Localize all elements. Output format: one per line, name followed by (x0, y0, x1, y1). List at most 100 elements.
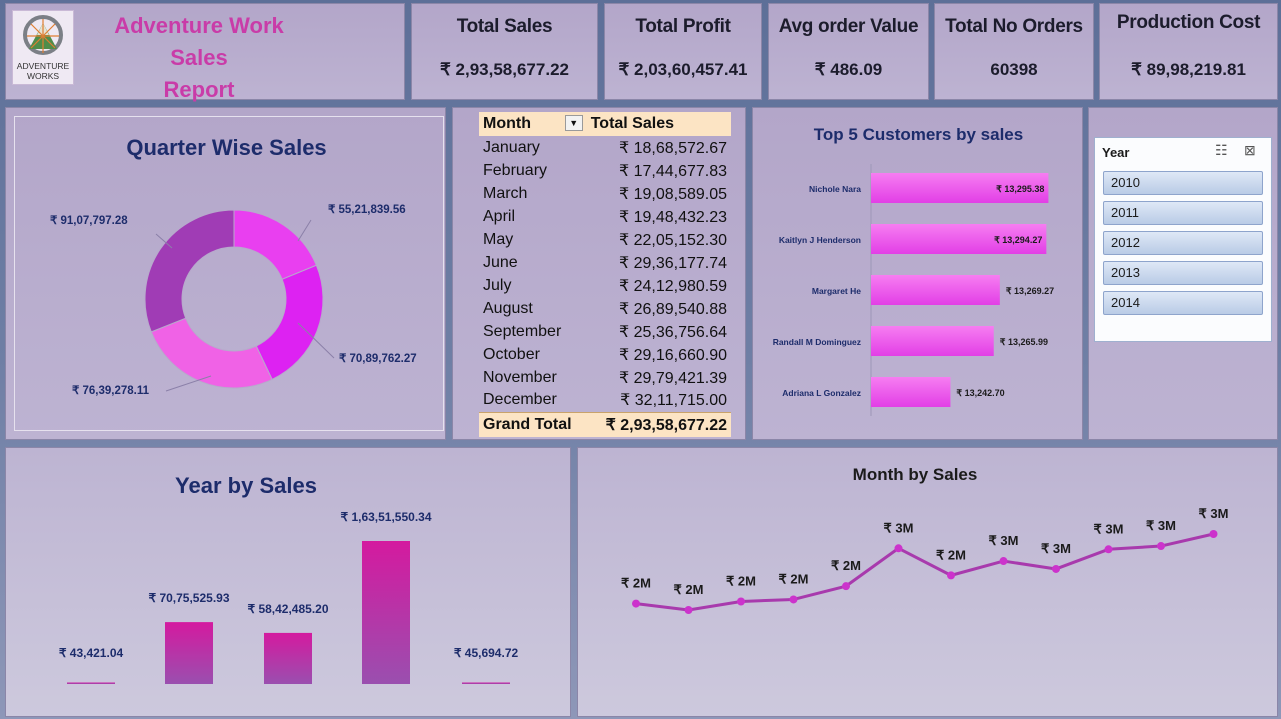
month-point-february[interactable] (684, 606, 693, 614)
pivot-month-cell: September (483, 322, 562, 340)
pivot-month-cell: February (483, 161, 548, 179)
pivot-month-cell: May (483, 230, 514, 248)
pivot-sales-cell: ₹ 24,12,980.59 (618, 277, 727, 295)
slicer-item-2012[interactable]: 2012 (1103, 231, 1263, 255)
year-bar-label: ₹ 45,694.72 (454, 646, 519, 660)
customer-value-label: ₹ 13,295.38 (996, 184, 1044, 194)
donut-slice-q1[interactable] (233, 209, 318, 280)
pivot-row: June ₹ 29,36,177.74 (479, 251, 731, 274)
month-sales-chart: ₹ 2M ₹ 2M ₹ 2M ₹ 2M ₹ 2M ₹ 3M ₹ 2M ₹ 3M ₹ 3M ₹ 3M… (621, 506, 1229, 614)
report-title: Adventure Work Sales Report (84, 10, 314, 106)
pivot-row: August ₹ 26,89,540.88 (479, 297, 731, 320)
kpi-title: Production Cost (1116, 12, 1261, 33)
report-title-line2: Report (163, 77, 235, 102)
month-point-september[interactable] (1052, 564, 1060, 573)
month-point-october[interactable] (1104, 545, 1113, 554)
donut-data-label: ₹ 91,07,797.28 (50, 215, 128, 227)
slicer-item-2010[interactable]: 2010 (1103, 171, 1263, 195)
month-point-july[interactable] (947, 571, 955, 580)
customer-bar[interactable] (871, 275, 1000, 305)
dropdown-filter-icon[interactable]: ▼ (564, 115, 583, 131)
kpi-total-orders: Total No Orders 60398 (934, 3, 1094, 100)
pivot-month-cell: March (483, 184, 528, 202)
month-point-label: ₹ 2M (621, 576, 651, 591)
logo-text-line1: ADVENTURE (17, 61, 70, 71)
pivot-row: January ₹ 18,68,572.67 (479, 136, 731, 159)
year-bar-2010[interactable] (67, 682, 115, 685)
month-pivot-table: Month ▼ Total Sales January ₹ 18,68,572.6… (479, 112, 731, 437)
pivot-sales-cell: ₹ 29,36,177.74 (618, 254, 727, 272)
pivot-month-cell: October (483, 345, 540, 363)
pivot-header-sales: Total Sales (590, 115, 674, 132)
month-point-label: ₹ 2M (936, 547, 966, 562)
year-bar-2013[interactable] (362, 541, 410, 684)
pivot-row: March ₹ 19,08,589.05 (479, 182, 731, 205)
customer-value-label: ₹ 13,269.27 (1006, 286, 1054, 296)
pivot-header-row: Month ▼ Total Sales (479, 112, 731, 136)
month-point-label: ₹ 3M (1199, 506, 1229, 521)
year-sales-chart: ₹ 43,421.04 ₹ 70,75,525.93 ₹ 58,42,485.20 ₹… (59, 510, 519, 685)
donut-slice-q3[interactable] (150, 317, 273, 389)
customer-bar[interactable] (871, 173, 1049, 203)
slicer-item-2011[interactable]: 2011 (1103, 201, 1263, 225)
year-sales-title: Year by Sales (175, 473, 317, 498)
month-point-november[interactable] (1157, 542, 1165, 551)
month-point-april[interactable] (789, 595, 798, 604)
month-pivot-panel: Month ▼ Total Sales January ₹ 18,68,572.6… (452, 107, 746, 440)
donut-leader-line (155, 233, 173, 249)
customer-bar[interactable] (871, 377, 951, 407)
multi-select-icon[interactable]: ☷ (1215, 142, 1228, 158)
kpi-value: 60398 (990, 60, 1038, 79)
customer-name-label: Kaitlyn J Henderson (779, 235, 861, 245)
pivot-row: November ₹ 29,79,421.39 (479, 366, 731, 389)
pivot-sales-cell: ₹ 32,11,715.00 (620, 392, 727, 410)
pivot-sales-cell: ₹ 26,89,540.88 (618, 300, 727, 318)
donut-slice-q4[interactable] (144, 209, 235, 333)
pivot-month-cell: July (483, 276, 512, 294)
pivot-row: July ₹ 24,12,980.59 (479, 274, 731, 297)
slicer-item-2014[interactable]: 2014 (1103, 291, 1263, 315)
month-point-may[interactable] (842, 582, 850, 591)
year-bar-2014[interactable] (462, 682, 510, 685)
clear-filter-icon[interactable]: ⊠ (1244, 142, 1256, 158)
kpi-title: Total Sales (456, 16, 553, 37)
customer-value-label: ₹ 13,265.99 (1000, 337, 1048, 347)
donut-leader-line (297, 219, 312, 242)
header-panel: ADVENTURE WORKS Adventure Work Sales Rep… (5, 3, 405, 102)
month-point-label: ₹ 2M (674, 582, 704, 597)
customer-bar[interactable] (871, 224, 1047, 254)
kpi-value: ₹ 486.09 (814, 60, 883, 79)
month-point-june[interactable] (894, 544, 903, 553)
pivot-month-cell: December (483, 391, 557, 409)
customer-bar[interactable] (871, 326, 994, 356)
year-bar-2011[interactable] (165, 622, 213, 684)
pivot-month-cell: November (483, 368, 557, 386)
donut-slice-q2[interactable] (255, 264, 324, 381)
pivot-header-month[interactable]: Month ▼ (479, 112, 587, 136)
customer-name-label: Nichole Nara (809, 184, 861, 194)
year-bar-2012[interactable] (264, 632, 312, 684)
kpi-total-sales: Total Sales ₹ 2,93,58,677.22 (411, 3, 598, 100)
month-point-march[interactable] (737, 597, 745, 606)
pivot-row: October ₹ 29,16,660.90 (479, 343, 731, 366)
quarter-donut-chart: ₹ 55,21,839.56 ₹ 70,89,762.27 ₹ 76,39,278.… (50, 204, 417, 397)
year-sales-panel: Year by Sales ₹ 43,421.04 ₹ 70,75,525.93 ₹… (5, 447, 571, 717)
donut-data-label: ₹ 70,89,762.27 (339, 353, 417, 365)
quarter-chart-title: Quarter Wise Sales (126, 135, 327, 160)
slicer-item-2013[interactable]: 2013 (1103, 261, 1263, 285)
pivot-sales-cell: ₹ 29,16,660.90 (618, 346, 727, 364)
donut-leader-line (297, 322, 335, 359)
pivot-sales-cell: ₹ 19,08,589.05 (618, 185, 727, 203)
month-point-december[interactable] (1209, 530, 1218, 538)
top-customers-chart: Nichole Nara ₹ 13,295.38 Kaitlyn J Henders… (773, 164, 1054, 416)
pivot-sales-cell: ₹ 18,68,572.67 (618, 139, 727, 157)
pivot-month-cell: June (483, 253, 518, 271)
pivot-sales-cell: ₹ 25,36,756.64 (618, 323, 727, 341)
month-point-august[interactable] (999, 557, 1008, 566)
pivot-row: May ₹ 22,05,152.30 (479, 228, 731, 251)
month-point-january[interactable] (632, 599, 640, 608)
month-point-label: ₹ 3M (1041, 541, 1071, 556)
pivot-month-cell: April (483, 207, 516, 225)
pivot-row: April ₹ 19,48,432.23 (479, 205, 731, 228)
month-sales-title: Month by Sales (852, 465, 978, 484)
